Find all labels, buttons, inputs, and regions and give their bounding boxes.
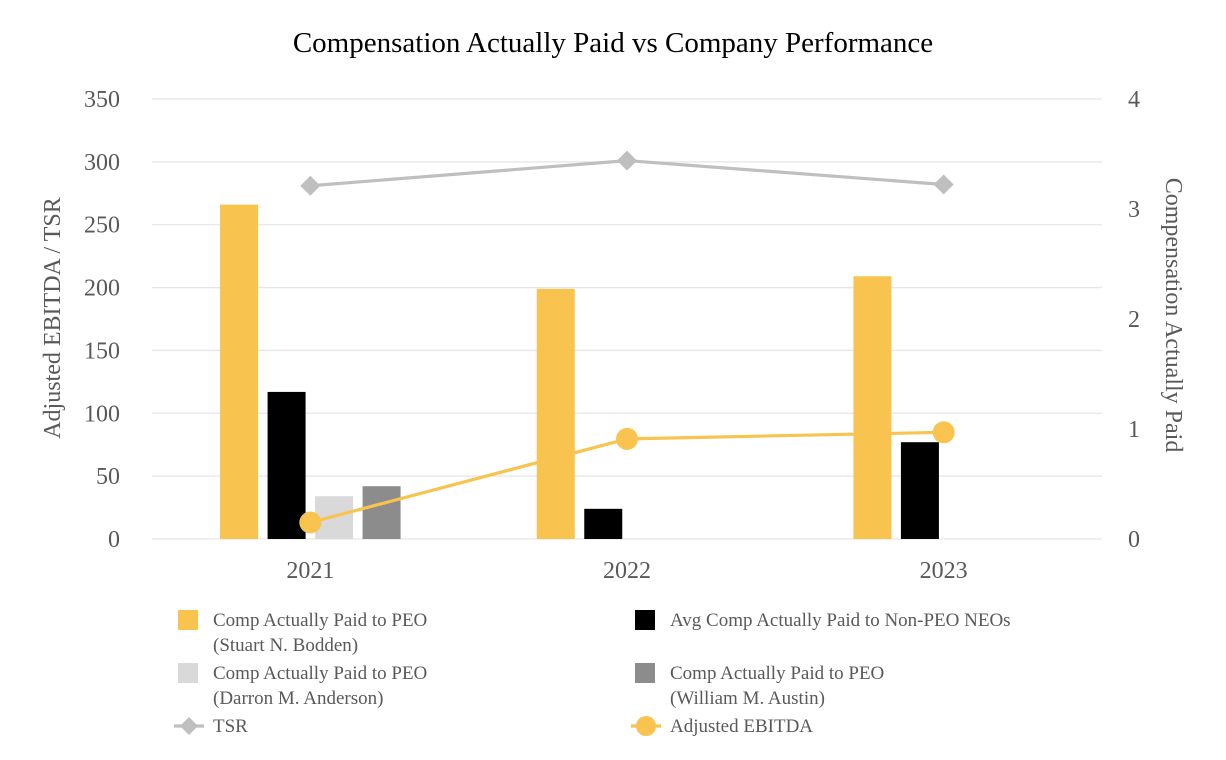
x-tick-label: 2023 [920, 558, 968, 584]
legend-label-line: Comp Actually Paid to PEO [213, 610, 427, 631]
legend-swatch [178, 610, 198, 630]
legend-label-line: Adjusted EBITDA [670, 716, 813, 737]
y-tick-label: 350 [84, 87, 120, 113]
bar [900, 442, 939, 539]
legend-swatch [178, 663, 198, 683]
legend-label-line: (William M. Austin) [670, 688, 825, 709]
y-tick-label: 100 [84, 401, 120, 427]
bar [536, 288, 575, 539]
legend-label: Comp Actually Paid to PEO (Stuart N. Bodd… [213, 610, 427, 656]
legend-label-line: Avg Comp Actually Paid to Non-PEO NEOs [670, 610, 1011, 631]
legend-label: Adjusted EBITDA [670, 716, 813, 737]
line-point [933, 174, 954, 195]
line-point [299, 511, 322, 534]
legend-swatch [635, 610, 655, 630]
y2-tick-label: 0 [1128, 527, 1140, 553]
y-tick-label: 0 [108, 527, 120, 553]
bar [362, 486, 401, 539]
legend-label: TSR [213, 716, 248, 737]
y-tick-label: 50 [96, 464, 120, 490]
legend-label: Avg Comp Actually Paid to Non-PEO NEOs [670, 610, 1011, 631]
y2-tick-label: 2 [1128, 307, 1140, 333]
x-tick-label: 2022 [603, 558, 651, 584]
y2-tick-label: 1 [1128, 417, 1140, 443]
legend: Comp Actually Paid to PEO (Stuart N. Bodd… [174, 610, 1011, 737]
legend-label-line: (Darron M. Anderson) [213, 688, 383, 709]
legend-label-line: Comp Actually Paid to PEO [670, 663, 884, 684]
line-point [932, 421, 955, 444]
legend-label: Comp Actually Paid to PEO (Darron M. Ande… [213, 663, 427, 709]
y2-axis-label: Compensation Actually Paid [1160, 178, 1186, 453]
line-point [616, 427, 638, 450]
chart-title: Compensation Actually Paid vs Company Pe… [293, 27, 933, 59]
legend-marker [636, 716, 656, 736]
legend-label-line: TSR [213, 716, 248, 737]
y-tick-label: 250 [84, 213, 120, 239]
y-tick-label: 200 [84, 276, 120, 302]
legend-swatch [635, 663, 655, 683]
y-tick-label: 150 [84, 338, 120, 364]
x-tick-label: 2021 [286, 558, 334, 584]
legend-label-line: (Stuart N. Bodden) [213, 635, 358, 656]
legend-label-line: Comp Actually Paid to PEO [213, 663, 427, 684]
line-point [300, 175, 321, 196]
y2-tick-label: 4 [1128, 87, 1140, 113]
y2-tick-label: 3 [1128, 197, 1140, 223]
bar [220, 204, 259, 539]
legend-marker [180, 717, 198, 735]
y-axis-label: Adjusted EBITDA / TSR [40, 197, 66, 439]
bar [267, 391, 306, 539]
legend-label: Comp Actually Paid to PEO (William M. Aus… [670, 663, 884, 709]
y-tick-label: 300 [84, 150, 120, 176]
line-point [617, 150, 637, 171]
bar [584, 508, 623, 539]
bar [853, 276, 892, 539]
